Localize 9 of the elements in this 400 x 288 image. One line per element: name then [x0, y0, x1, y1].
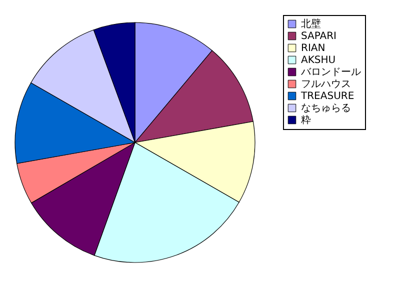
legend-label: TREASURE: [300, 91, 354, 102]
legend-label: SAPARI: [301, 31, 337, 42]
legend-label: 北壁: [301, 18, 321, 30]
legend-label: RIAN: [301, 43, 326, 54]
legend-label: 粋: [301, 114, 311, 126]
legend-label: バロンドール: [300, 67, 361, 78]
legend-label: なちゅらる: [301, 103, 351, 114]
legend-label: フルハウス: [301, 79, 351, 90]
legend-label: AKSHU: [301, 55, 336, 66]
